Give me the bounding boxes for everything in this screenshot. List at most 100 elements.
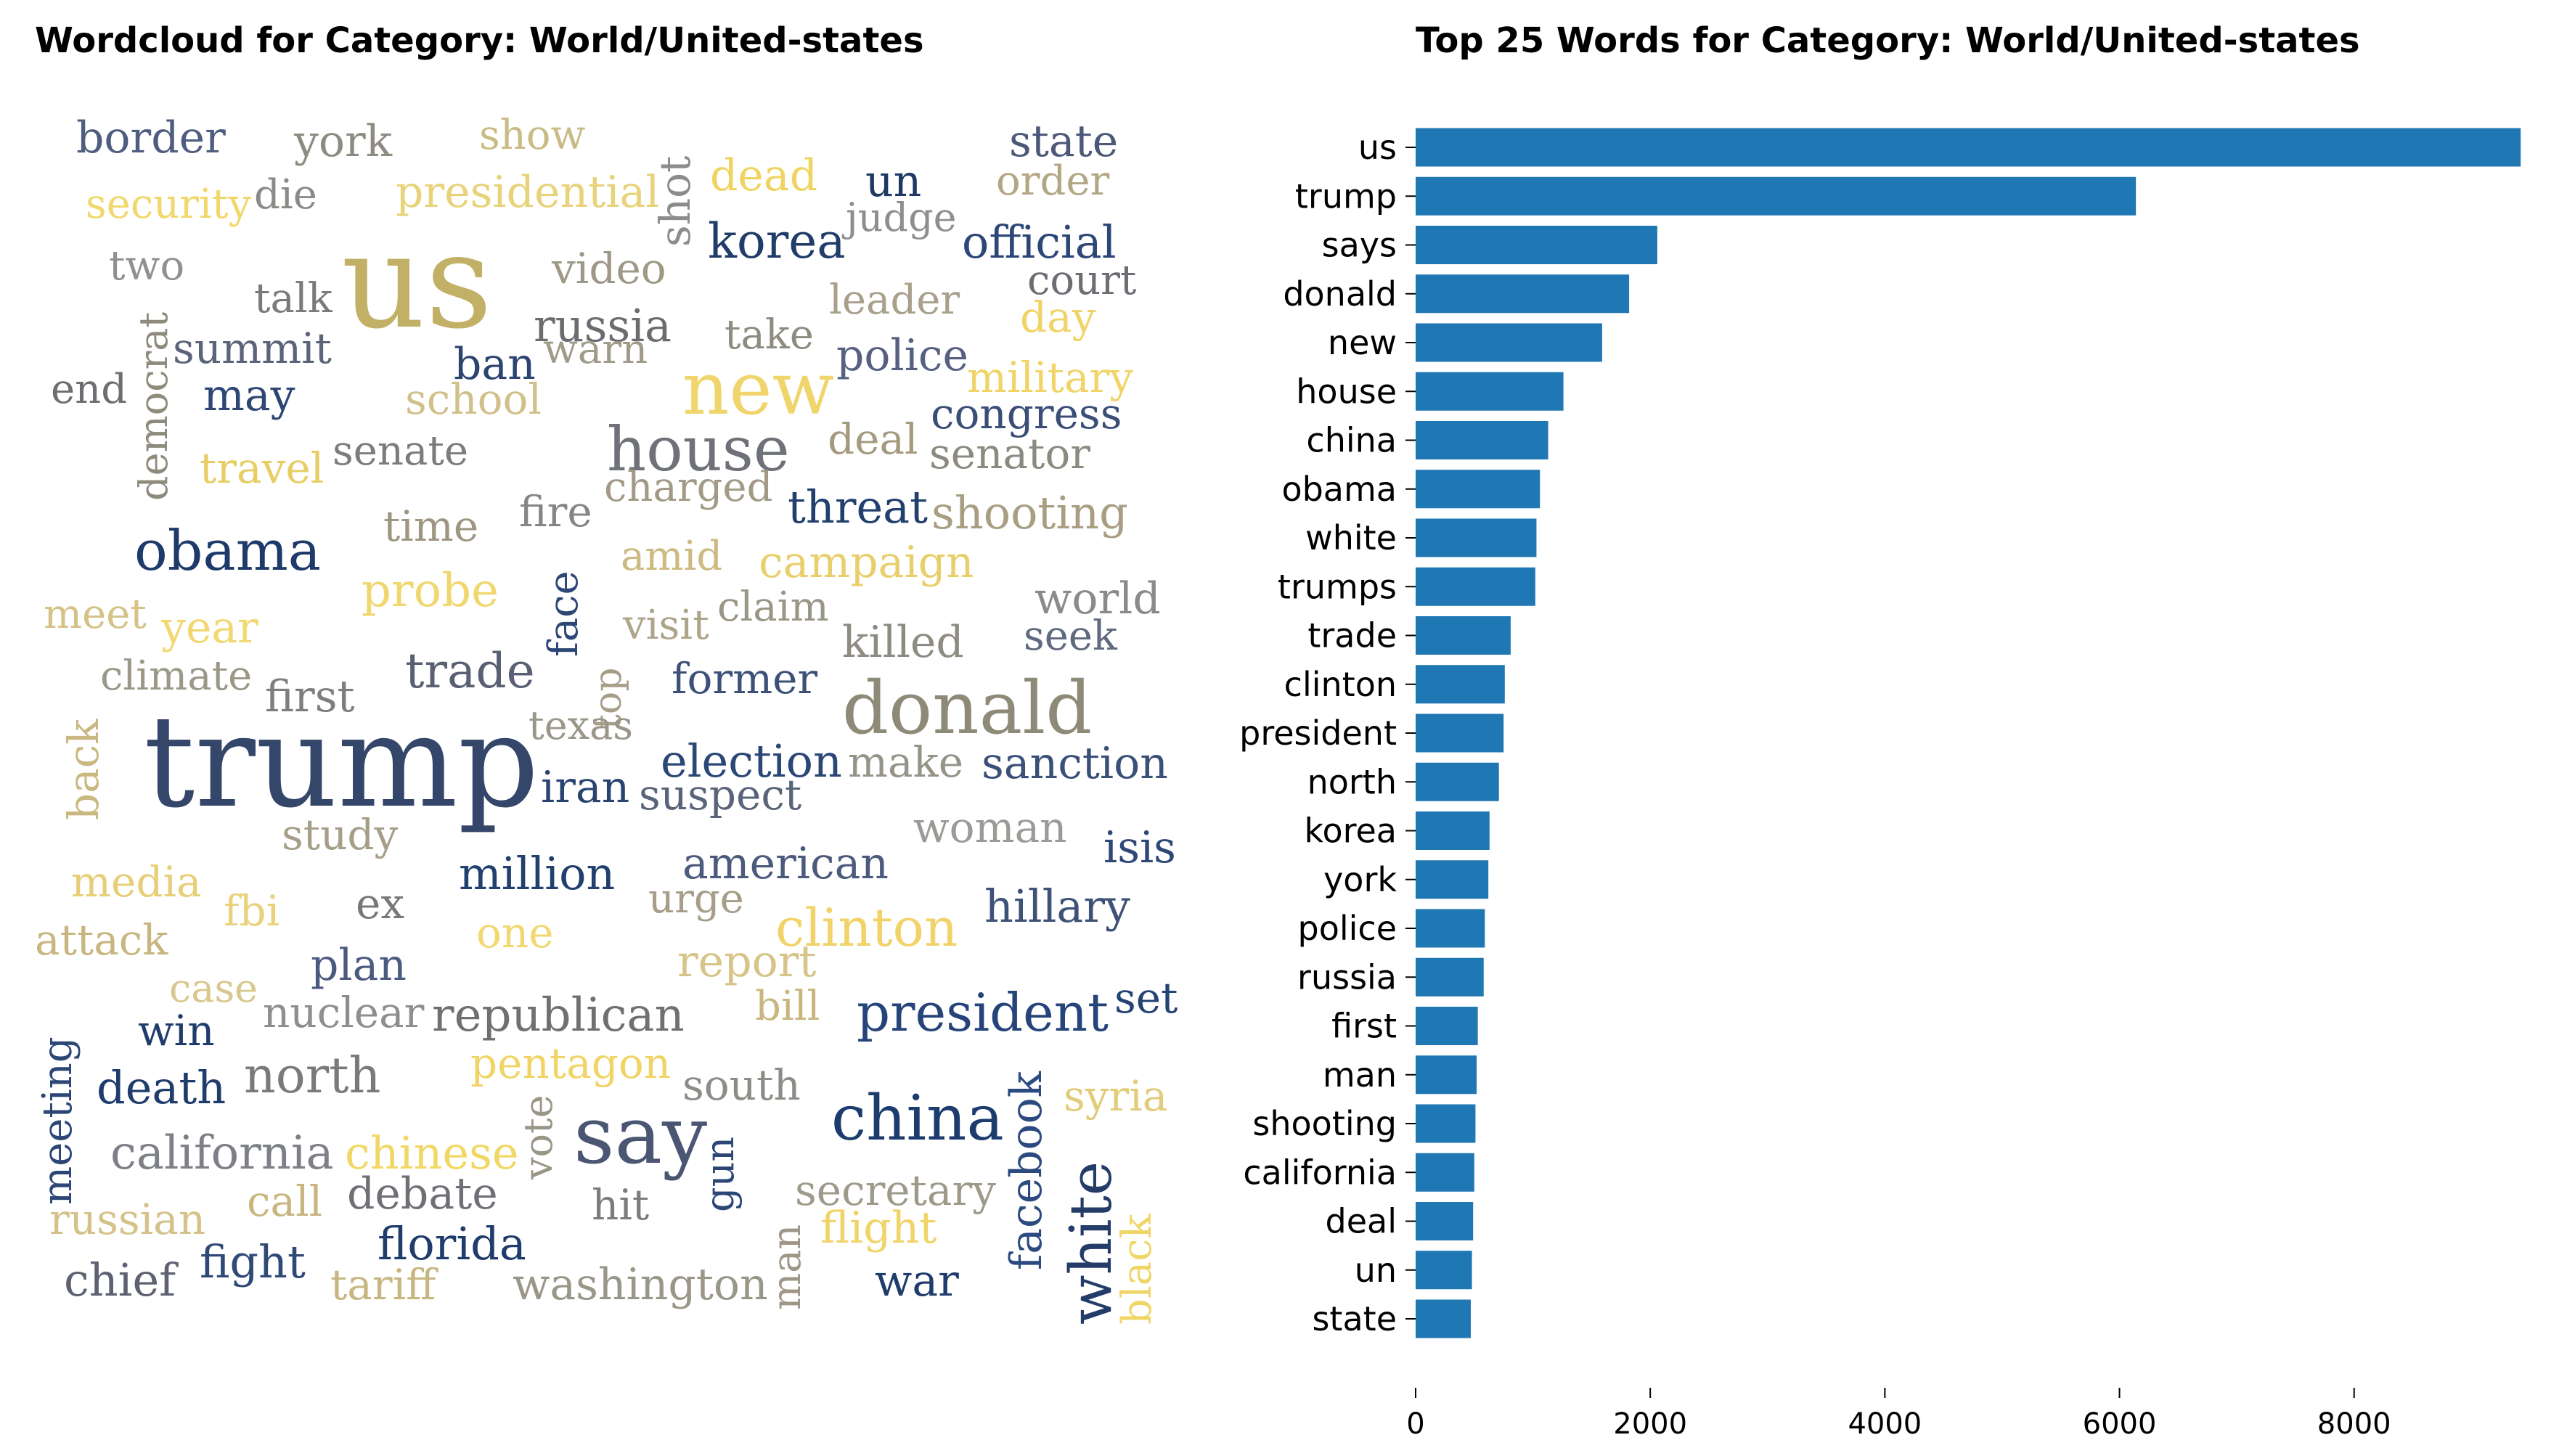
y-tick-label-says: says — [1322, 226, 1397, 265]
bar-says — [1416, 226, 1657, 264]
wordcloud-word-summit: summit — [173, 324, 332, 373]
wordcloud-word-korea: korea — [708, 213, 846, 269]
y-tick-label-china: china — [1306, 421, 1397, 460]
wordcloud-word-top: top — [587, 668, 630, 730]
wordcloud-word-threat: threat — [788, 480, 928, 533]
y-tick-label-clinton: clinton — [1284, 665, 1397, 704]
wordcloud-word-die: die — [254, 171, 317, 218]
wordcloud-word-win: win — [138, 1006, 215, 1055]
x-tick-label: 2000 — [1613, 1407, 1687, 1441]
wordcloud-word-un: un — [865, 156, 921, 207]
y-tick-label-russia: russia — [1297, 957, 1397, 997]
wordcloud-word-death: death — [97, 1061, 226, 1114]
wordcloud: us trump new donald house obama say china presid… — [34, 112, 1178, 1325]
bar-china — [1416, 421, 1548, 459]
wordcloud-word-democrat: democrat — [131, 312, 176, 501]
y-tick-label-trumps: trumps — [1278, 567, 1397, 606]
wordcloud-word-visit: visit — [622, 602, 709, 649]
wordcloud-word-deal: deal — [828, 414, 918, 464]
bar-chart: us trump says donald new house china obama white… — [1239, 128, 2521, 1441]
wordcloud-word-judge: judge — [841, 195, 957, 240]
wordcloud-word-charged: charged — [604, 464, 772, 511]
wordcloud-word-ban: ban — [454, 339, 536, 390]
y-tick-label-new: new — [1328, 323, 1397, 362]
wordcloud-word-pentagon: pentagon — [470, 1039, 671, 1088]
bar-us — [1416, 128, 2521, 167]
y-tick-label-man: man — [1323, 1055, 1397, 1095]
wordcloud-word-killed: killed — [842, 617, 964, 668]
wordcloud-word-california: california — [110, 1126, 334, 1180]
y-tick-label-police: police — [1298, 909, 1397, 948]
y-tick-label-north: north — [1307, 762, 1397, 801]
bar-trade — [1416, 616, 1511, 655]
wordcloud-word-end: end — [51, 366, 127, 413]
wordcloud-word-probe: probe — [362, 564, 499, 618]
bar-california — [1416, 1153, 1474, 1192]
wordcloud-word-tariff: tariff — [330, 1260, 438, 1309]
wordcloud-word-russia: russia — [534, 299, 672, 352]
wordcloud-word-bill: bill — [755, 983, 820, 1030]
wordcloud-word-debate: debate — [347, 1169, 498, 1219]
wordcloud-word-campaign: campaign — [759, 537, 974, 588]
wordcloud-word-black: black — [1114, 1213, 1161, 1325]
bar-trumps — [1416, 567, 1535, 606]
wordcloud-word-warn: warn — [543, 326, 648, 373]
wordcloud-word-china: china — [831, 1082, 1004, 1155]
bar-deal — [1416, 1202, 1474, 1240]
wordcloud-word-vote: vote — [515, 1095, 561, 1180]
bar-white — [1416, 518, 1537, 557]
wordcloud-word-donald: donald — [842, 666, 1092, 751]
wordcloud-word-trade: trade — [405, 643, 535, 699]
wordcloud-word-hit: hit — [592, 1180, 649, 1230]
bar-korea — [1416, 811, 1490, 850]
wordcloud-word-north: north — [244, 1047, 380, 1105]
wordcloud-word-senator: senator — [929, 429, 1090, 478]
y-tick-label-korea: korea — [1304, 811, 1397, 851]
x-tick-label: 4000 — [1848, 1407, 1922, 1441]
y-tick-label-us: us — [1358, 128, 1397, 167]
bar-clinton — [1416, 665, 1505, 704]
wordcloud-word-seek: seek — [1024, 613, 1118, 660]
wordcloud-word-former: former — [672, 654, 817, 703]
wordcloud-word-show: show — [479, 112, 586, 159]
wordcloud-word-study: study — [282, 810, 399, 859]
wordcloud-word-us: us — [341, 206, 492, 358]
wordcloud-word-dead: dead — [710, 150, 817, 201]
wordcloud-word-presidential: presidential — [396, 167, 659, 218]
wordcloud-word-trump: trump — [144, 689, 539, 836]
bar-shooting — [1416, 1104, 1476, 1143]
wordcloud-word-sanction: sanction — [982, 738, 1168, 789]
bar-un — [1416, 1251, 1472, 1290]
wordcloud-word-suspect: suspect — [639, 770, 801, 819]
wordcloud-word-school: school — [405, 375, 542, 424]
wordcloud-word-one: one — [476, 908, 554, 957]
wordcloud-word-washington: washington — [513, 1259, 768, 1310]
wordcloud-word-shooting: shooting — [931, 486, 1128, 539]
wordcloud-word-meeting: meeting — [34, 1036, 81, 1205]
wordcloud-word-border: border — [76, 113, 226, 163]
wordcloud-word-travel: travel — [200, 443, 324, 493]
wordcloud-word-court: court — [1027, 257, 1137, 304]
wordcloud-title: Wordcloud for Category: World/United-sta… — [35, 20, 924, 61]
wordcloud-word-fight: fight — [200, 1235, 306, 1288]
bar-new — [1416, 323, 1602, 362]
wordcloud-word-house: house — [607, 414, 790, 485]
wordcloud-word-man: man — [764, 1224, 809, 1310]
bar-house — [1416, 372, 1564, 411]
y-tick-label-state: state — [1312, 1299, 1397, 1338]
wordcloud-word-back: back — [59, 719, 108, 820]
wordcloud-word-urge: urge — [648, 875, 744, 923]
wordcloud-word-russian: russian — [49, 1195, 205, 1244]
wordcloud-word-plan: plan — [311, 940, 407, 991]
wordcloud-word-case: case — [169, 965, 258, 1011]
wordcloud-word-two: two — [109, 242, 184, 290]
y-tick-label-trade: trade — [1307, 616, 1397, 655]
y-tick-label-obama: obama — [1281, 470, 1397, 509]
wordcloud-word-shot: shot — [650, 156, 700, 247]
bar-man — [1416, 1055, 1477, 1095]
wordcloud-word-world: world — [1035, 573, 1161, 624]
wordcloud-word-fbi: fbi — [224, 886, 279, 936]
wordcloud-word-facebook: facebook — [1001, 1071, 1052, 1270]
wordcloud-word-york: york — [293, 116, 393, 167]
wordcloud-word-fire: fire — [519, 487, 592, 536]
